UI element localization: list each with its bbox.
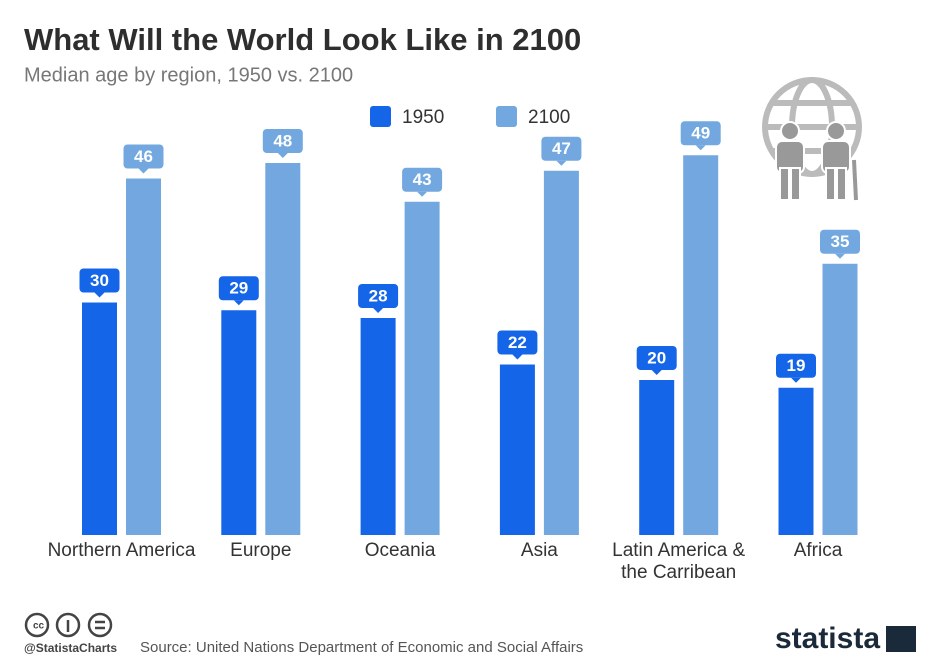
value-label: 43 <box>413 170 432 189</box>
x-tick-label: Europe <box>230 540 292 561</box>
value-label: 19 <box>787 356 806 375</box>
brand: statista <box>775 622 880 655</box>
value-label: 35 <box>831 232 850 251</box>
value-label-box <box>776 353 816 378</box>
value-label-box <box>358 284 399 308</box>
legend-label: 2100 <box>528 107 570 128</box>
value-label-pointer <box>138 168 149 174</box>
legend-swatch <box>496 106 517 127</box>
value-label-pointer <box>556 160 567 166</box>
chart-title: What Will the World Look Like in 2100 <box>24 22 581 57</box>
value-label-pointer <box>651 370 662 375</box>
chart-subtitle: Median age by region, 1950 vs. 2100 <box>24 64 353 86</box>
value-label: 20 <box>647 348 666 367</box>
bar <box>404 201 440 535</box>
value-label-box <box>541 136 582 161</box>
value-label-box <box>79 268 120 293</box>
value-label: 29 <box>229 279 248 298</box>
value-label-pointer <box>233 300 244 306</box>
bar <box>499 364 535 535</box>
bar <box>221 310 257 535</box>
bar <box>543 170 579 535</box>
bar <box>822 263 858 535</box>
value-label: 22 <box>508 333 527 352</box>
value-label: 47 <box>552 139 571 158</box>
value-label-box <box>123 144 164 169</box>
bar <box>639 380 675 535</box>
value-label-pointer <box>835 253 845 259</box>
legend-label: 1950 <box>402 107 444 128</box>
value-label-pointer <box>417 191 428 197</box>
cc-icons <box>24 612 113 638</box>
x-tick-label: Africa <box>793 540 843 561</box>
x-tick-label: Latin America & the Carribean <box>612 540 746 583</box>
x-tick-label: Asia <box>520 540 558 561</box>
value-label-box <box>218 276 259 301</box>
source: Source: United Nations Department of Eco… <box>140 639 583 656</box>
bar <box>265 163 301 535</box>
handle: @StatistaCharts <box>24 641 117 655</box>
value-label-box <box>820 229 860 254</box>
value-label-pointer <box>512 354 523 360</box>
value-label-box <box>680 121 721 146</box>
value-label-box <box>262 129 303 153</box>
bar <box>126 178 161 535</box>
people-icon <box>775 121 858 201</box>
x-tick-label: Northern America <box>47 540 196 561</box>
bar <box>778 387 814 535</box>
cc-text: cc <box>33 621 45 632</box>
x-tick-label: Oceania <box>364 540 436 561</box>
value-label-pointer <box>695 145 706 151</box>
value-label: 48 <box>273 131 292 150</box>
value-label-pointer <box>373 308 384 313</box>
value-label: 46 <box>134 147 153 166</box>
value-label-box <box>402 167 443 192</box>
bar <box>360 318 396 535</box>
value-label: 28 <box>369 286 388 305</box>
value-label-pointer <box>277 153 288 158</box>
value-label: 49 <box>691 124 710 143</box>
value-label-box <box>497 330 538 355</box>
bar <box>683 155 719 535</box>
value-label-box <box>636 346 677 370</box>
legend-swatch <box>370 106 391 127</box>
brand-logo <box>886 626 916 652</box>
value-label-pointer <box>791 377 801 383</box>
bar <box>82 302 117 535</box>
value-label: 30 <box>90 271 109 290</box>
value-label-pointer <box>94 292 105 298</box>
